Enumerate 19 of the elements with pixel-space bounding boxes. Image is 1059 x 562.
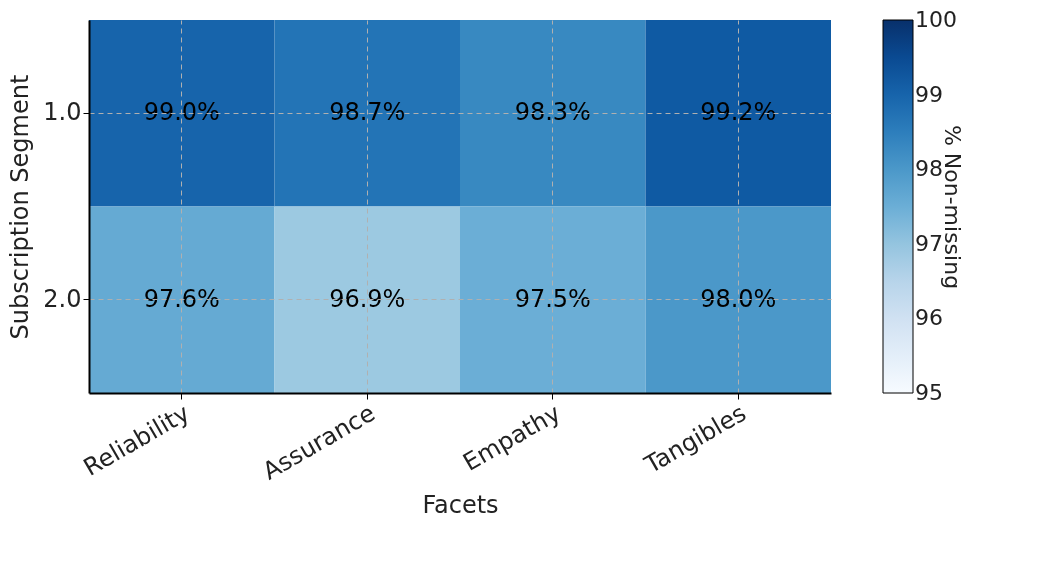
y-tick-label: 1.0 [43,98,82,127]
color-bar-label: 96 [915,305,943,331]
color-bar-label: 99 [915,81,943,107]
y-tick-label: 2.0 [43,284,82,313]
color-bar-label: 100 [915,7,957,32]
color-bar-label: 97 [915,230,943,256]
data-label: 99.0% [143,98,220,127]
data-label: 99.2% [700,98,777,127]
data-label: 98.3% [514,98,591,127]
data-label: 98.0% [700,284,777,313]
color-bar-label: 95 [915,380,943,405]
x-axis-title: Facets [422,491,499,520]
y-axis-title: Subscription Segment [6,74,35,340]
data-label: 97.6% [143,284,220,313]
data-label: 96.9% [329,284,406,313]
color-bar-label: 98 [915,156,943,182]
data-label: 97.5% [514,284,591,313]
color-bar-title: % Non-missing [940,124,965,290]
data-label: 98.7% [329,98,406,127]
